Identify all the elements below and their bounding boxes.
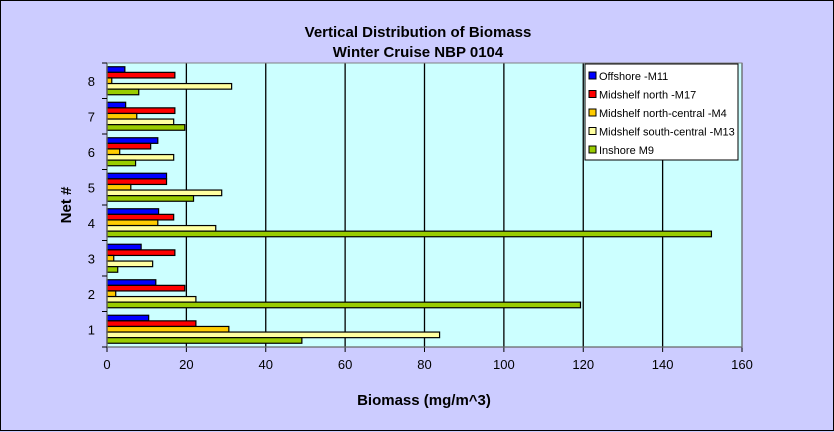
x-tick-label: 100 — [493, 357, 515, 372]
legend-label: Midshelf north-central -M4 — [599, 108, 727, 120]
bar-2-net-3 — [106, 249, 176, 257]
legend-box — [584, 63, 739, 161]
legend-swatch — [588, 71, 597, 80]
bar-3-net-4 — [106, 219, 159, 227]
bar-4-net-8 — [106, 82, 233, 90]
bar-5-net-6 — [106, 159, 137, 167]
bar-2-net-7 — [106, 107, 176, 115]
bar-1-net-2 — [106, 279, 157, 286]
legend-label: Offshore -M11 — [599, 71, 668, 83]
bar-3-net-3 — [106, 254, 115, 262]
y-tick-label: 1 — [88, 322, 95, 337]
y-tick-label: 5 — [88, 180, 95, 195]
bar-1-net-5 — [106, 172, 168, 180]
bar-5-net-4 — [106, 230, 713, 238]
legend-swatch — [588, 108, 597, 117]
x-tick-label: 60 — [338, 357, 352, 372]
bar-1-net-7 — [106, 101, 127, 109]
legend-swatch — [588, 145, 597, 154]
bar-5-net-8 — [106, 88, 140, 96]
y-axis-label: Net # — [58, 186, 75, 223]
legend: Offshore -M11 Midshelf north -M17 Midshelf… — [584, 63, 739, 161]
bar-3-net-8 — [106, 77, 113, 85]
x-tick-label: 140 — [652, 357, 674, 372]
bar-3-net-2 — [106, 290, 117, 298]
bar-2-net-2 — [106, 284, 186, 292]
bar-1-net-1 — [106, 314, 150, 322]
bar-4-net-1 — [106, 331, 441, 339]
bar-4-net-5 — [106, 189, 223, 197]
y-tick-label: 6 — [88, 145, 95, 160]
bar-3-net-7 — [106, 112, 138, 120]
x-tick-label: 40 — [259, 357, 273, 372]
legend-label: Midshelf north -M17 — [599, 90, 696, 102]
x-tick-label: 160 — [731, 357, 753, 372]
bar-4-net-3 — [106, 260, 154, 268]
bar-2-net-8 — [106, 71, 176, 79]
chart-subtitle: Winter Cruise NBP 0104 — [333, 44, 504, 61]
bar-5-net-5 — [106, 195, 195, 202]
x-tick-label: 20 — [179, 357, 193, 372]
bar-5-net-3 — [106, 266, 119, 273]
bar-2-net-6 — [106, 142, 152, 150]
bar-2-net-5 — [106, 178, 168, 186]
y-tick-label: 7 — [88, 109, 95, 124]
bar-4-net-7 — [106, 118, 175, 126]
y-tick-label: 2 — [88, 287, 95, 302]
bar-2-net-1 — [106, 320, 197, 328]
bar-4-net-2 — [106, 295, 197, 303]
bar-4-net-6 — [106, 153, 175, 161]
bar-2-net-4 — [106, 213, 175, 221]
bar-1-net-3 — [106, 243, 142, 251]
legend-swatch — [588, 127, 597, 135]
x-tick-label: 80 — [417, 357, 431, 372]
x-tick-label: 0 — [103, 357, 110, 372]
legend-swatch — [588, 90, 597, 98]
chart-title: Vertical Distribution of Biomass — [305, 24, 532, 41]
x-tick-label: 120 — [572, 357, 594, 372]
bar-1-net-8 — [106, 66, 126, 73]
bar-3-net-5 — [106, 183, 132, 191]
bar-5-net-2 — [106, 301, 582, 309]
bar-1-net-6 — [106, 137, 159, 144]
x-axis-label: Biomass (mg/m^3) — [357, 392, 491, 409]
bar-4-net-4 — [106, 224, 217, 232]
bar-3-net-1 — [106, 325, 230, 333]
bar-3-net-6 — [106, 148, 121, 156]
y-tick-label: 3 — [88, 251, 95, 266]
bar-5-net-1 — [106, 337, 303, 344]
bar-1-net-4 — [106, 208, 160, 215]
legend-label: Inshore M9 — [599, 145, 654, 157]
legend-label: Midshelf south-central -M13 — [599, 127, 735, 139]
y-tick-label: 8 — [88, 74, 95, 89]
y-tick-label: 4 — [88, 216, 95, 231]
bar-5-net-7 — [106, 124, 186, 131]
